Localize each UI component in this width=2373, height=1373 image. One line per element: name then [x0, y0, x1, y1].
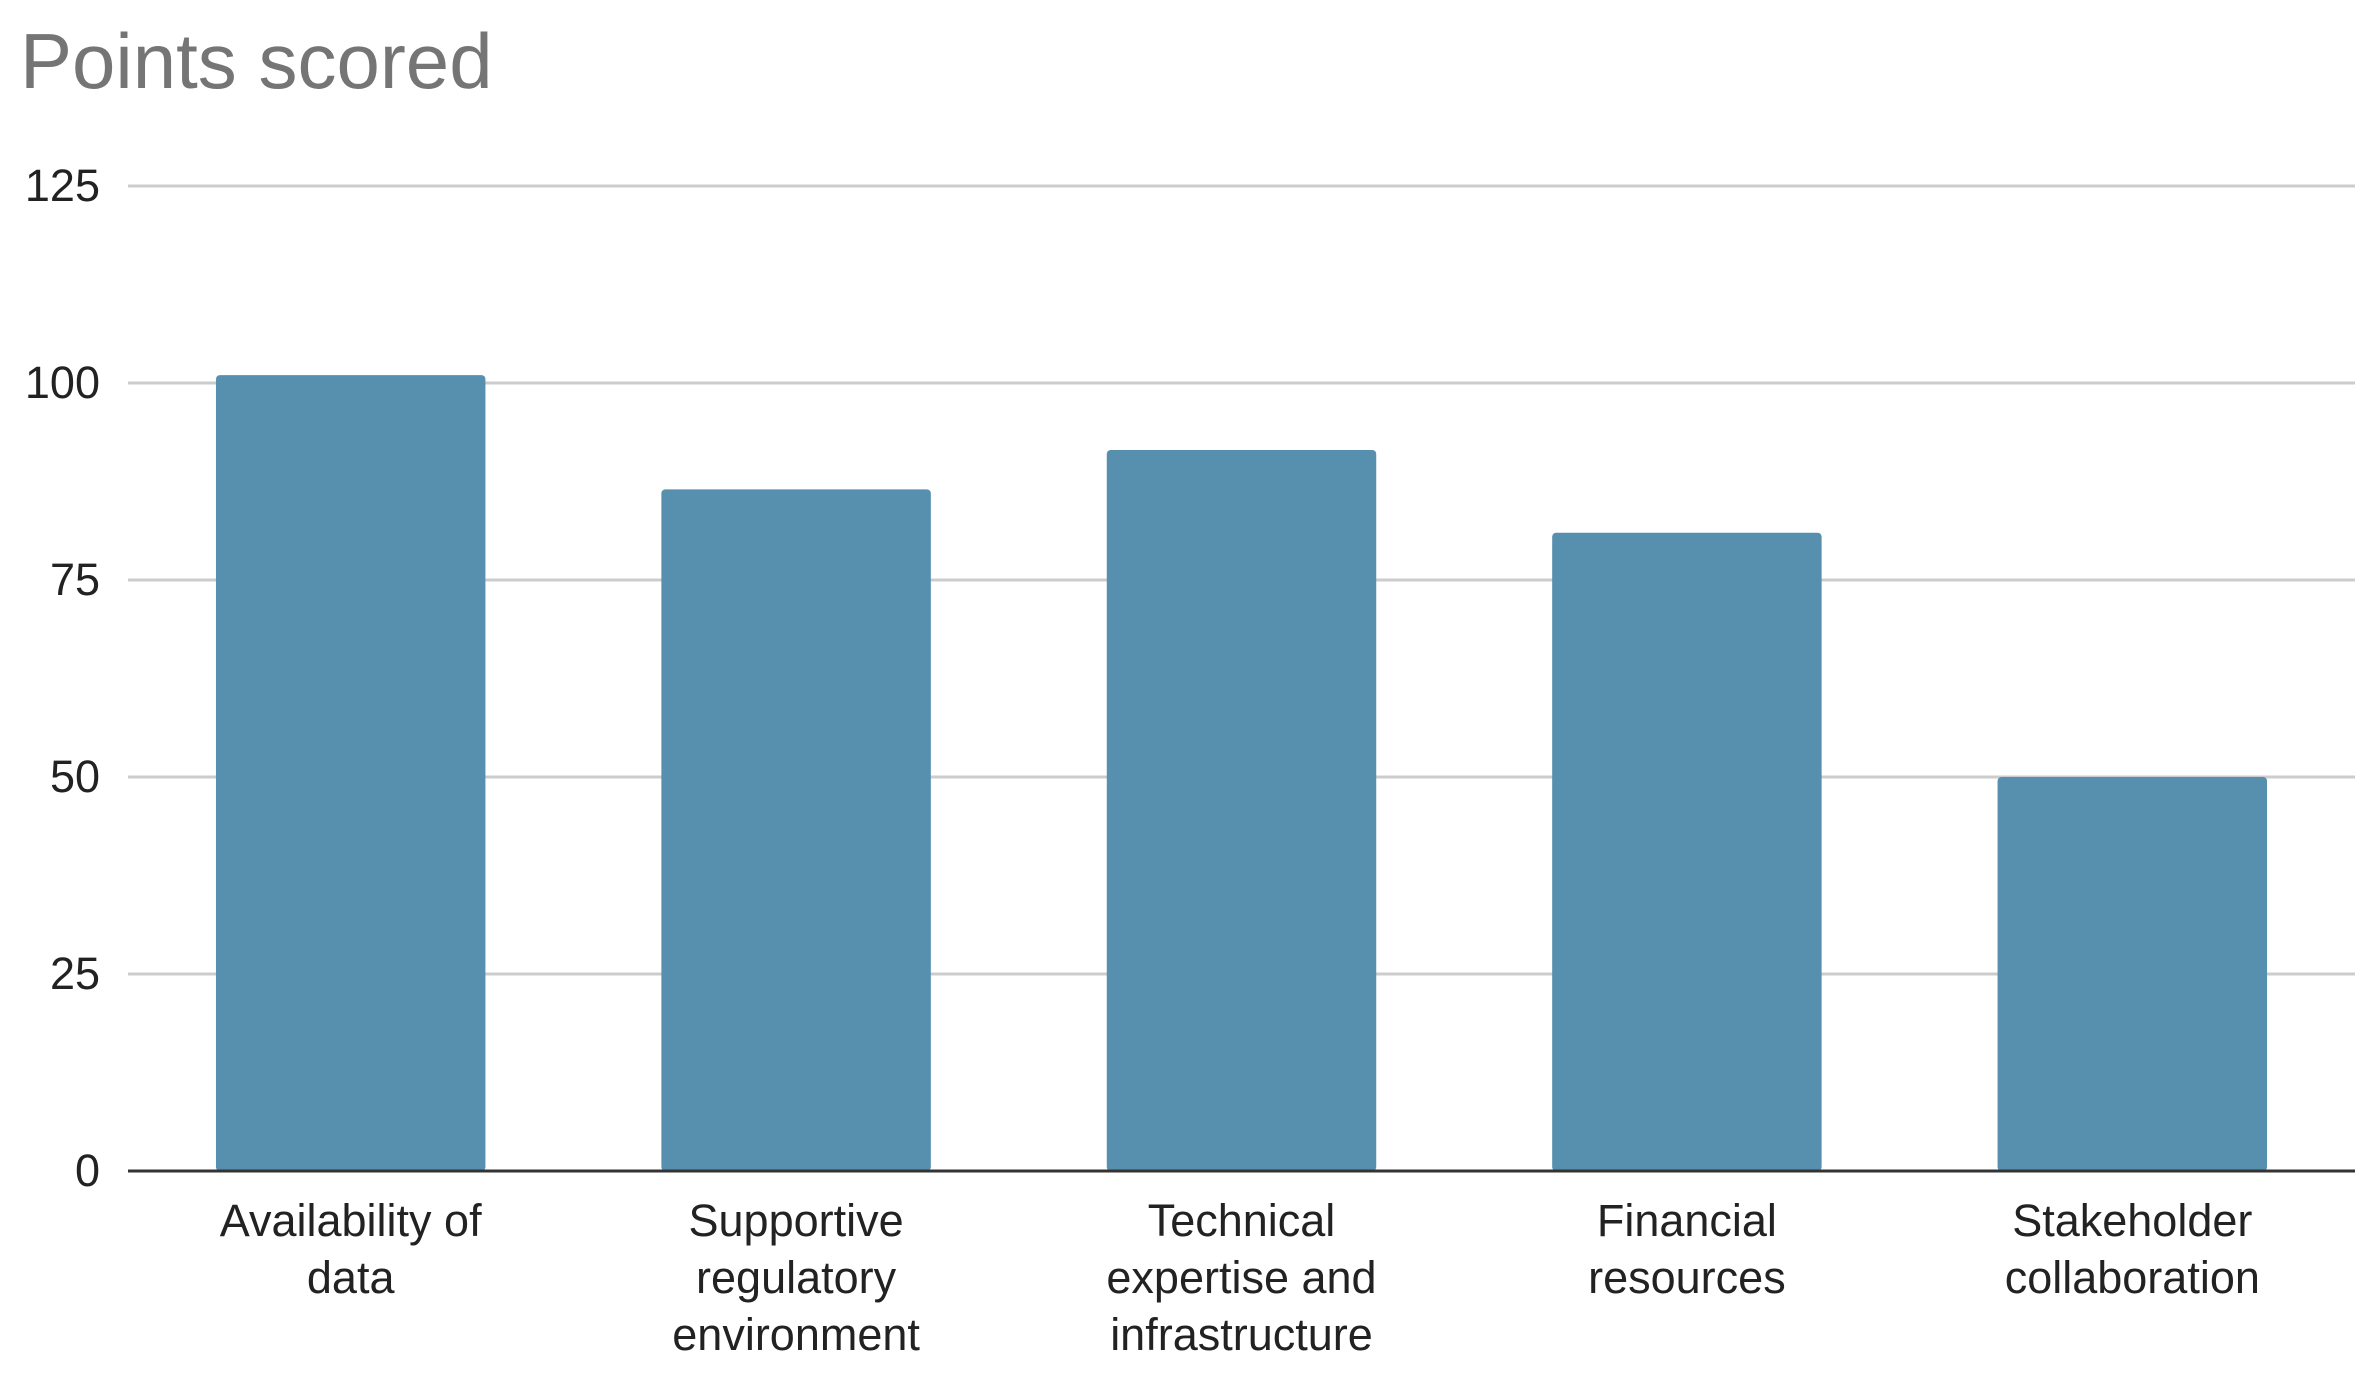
x-category-label: expertise and: [1106, 1252, 1376, 1303]
y-tick-label: 125: [25, 160, 100, 211]
x-axis-category-labels: Availability of data Supportive regulatory e…: [220, 1195, 2260, 1360]
bar: [661, 489, 931, 1171]
x-category-label: environment: [672, 1309, 920, 1360]
bars: [215, 375, 2268, 1172]
x-category-label: Availability of: [220, 1195, 482, 1246]
y-tick-label: 50: [50, 751, 100, 802]
x-category-label: Technical: [1148, 1195, 1336, 1246]
y-tick-label: 25: [50, 948, 100, 999]
bar: [1997, 777, 2268, 1171]
x-category-label: collaboration: [2005, 1252, 2260, 1303]
bar: [1106, 449, 1377, 1172]
x-category-label: Stakeholder: [2012, 1195, 2252, 1246]
x-category-label: Financial: [1597, 1195, 1777, 1246]
y-tick-label: 0: [75, 1145, 100, 1196]
x-category-label: data: [307, 1252, 396, 1303]
bar: [215, 375, 486, 1171]
x-category-label: resources: [1588, 1252, 1786, 1303]
x-category-label: infrastructure: [1110, 1309, 1373, 1360]
x-category-label: Supportive: [689, 1195, 904, 1246]
x-category-label: regulatory: [696, 1252, 897, 1303]
y-axis-tick-labels: 0 25 50 75 100 125: [25, 160, 100, 1196]
bar: [1552, 532, 1822, 1171]
y-tick-label: 100: [25, 357, 100, 408]
chart-title: Points scored: [20, 17, 493, 105]
y-tick-label: 75: [50, 554, 100, 605]
